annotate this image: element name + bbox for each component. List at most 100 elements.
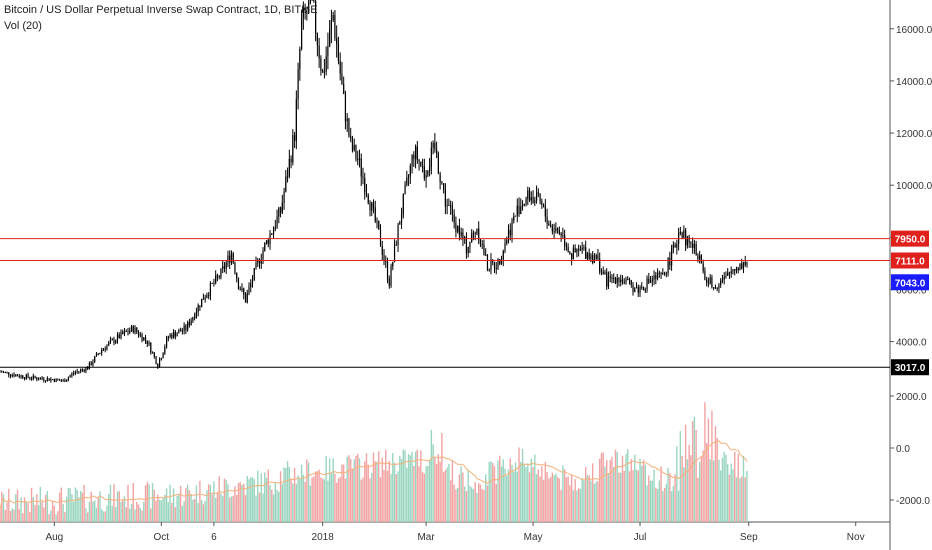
volume-bar xyxy=(577,488,580,522)
volume-bar xyxy=(155,500,157,522)
volume-bar xyxy=(541,466,543,522)
candle-body xyxy=(2,371,5,373)
volume-bar xyxy=(535,474,538,522)
candle-body xyxy=(292,135,294,163)
volume-bar xyxy=(255,495,257,522)
volume-bar xyxy=(562,465,564,522)
candle-body xyxy=(73,373,75,375)
volume-bar xyxy=(342,464,345,522)
candle-body xyxy=(290,158,292,163)
volume-bar xyxy=(200,499,203,522)
candle-body xyxy=(564,234,566,245)
volume-bar xyxy=(418,466,420,522)
volume-bar xyxy=(493,466,496,522)
candle-body xyxy=(327,46,329,57)
candle-body xyxy=(304,7,306,13)
volume-bar xyxy=(734,451,736,522)
candle-body xyxy=(302,7,304,18)
candle-body xyxy=(578,248,580,251)
candle-body xyxy=(164,347,166,354)
candle-body xyxy=(316,33,318,46)
volume-bar xyxy=(185,487,187,522)
volume-bar xyxy=(60,487,63,522)
volume-bar xyxy=(700,456,703,522)
volume-bar xyxy=(337,478,340,522)
volume-bar xyxy=(591,463,594,522)
volume-bar xyxy=(681,455,683,522)
volume-bar xyxy=(742,455,745,522)
candle-body xyxy=(87,367,89,370)
volume-bar xyxy=(670,491,673,522)
volume-tick-label: 2000.0 xyxy=(896,392,927,403)
volume-bar xyxy=(150,508,152,522)
candle-body xyxy=(511,220,513,236)
volume-bar xyxy=(307,462,310,522)
volume-bar xyxy=(285,468,287,522)
volume-bar xyxy=(684,424,687,522)
candle-body xyxy=(371,202,373,211)
volume-bar xyxy=(225,480,227,522)
volume-bar xyxy=(299,478,301,522)
candle-body xyxy=(271,233,273,235)
candle-body xyxy=(535,192,538,201)
candle-body xyxy=(78,371,80,373)
volume-bar xyxy=(34,505,36,522)
volume-bar xyxy=(428,460,431,522)
candle-body xyxy=(621,279,624,283)
volume-bar xyxy=(25,501,28,522)
candle-body xyxy=(646,278,648,290)
volume-bar xyxy=(64,512,66,522)
candle-body xyxy=(176,333,178,337)
volume-bar xyxy=(169,484,171,522)
candle-body xyxy=(567,247,569,253)
volume-bar xyxy=(86,512,89,522)
volume-bar xyxy=(209,484,212,522)
candle-body xyxy=(30,378,33,380)
candle-body xyxy=(220,268,222,278)
candle-body xyxy=(483,244,485,256)
candle-body xyxy=(404,185,406,195)
volume-bar xyxy=(181,505,184,522)
volume-bar xyxy=(635,469,638,522)
volume-bar xyxy=(444,470,447,522)
volume-bar xyxy=(297,475,299,522)
volume-bar xyxy=(27,503,29,522)
candle-body xyxy=(253,268,255,281)
candle-body xyxy=(499,259,501,264)
volume-bar xyxy=(442,472,445,522)
candle-body xyxy=(43,378,45,381)
candle-body xyxy=(436,149,438,154)
volume-bar xyxy=(125,507,127,522)
volume-bar xyxy=(525,467,527,522)
volume-bar xyxy=(221,496,224,522)
candle-body xyxy=(27,374,29,378)
volume-bar xyxy=(229,497,231,522)
candle-body xyxy=(385,260,387,263)
candle-body xyxy=(206,295,208,298)
volume-bar xyxy=(72,501,75,522)
candle-body xyxy=(613,277,615,279)
volume-bar xyxy=(13,509,15,522)
volume-bar xyxy=(141,510,143,522)
candle-body xyxy=(565,244,567,248)
volume-bar xyxy=(292,483,294,522)
candle-body xyxy=(355,144,357,159)
candle-body xyxy=(104,348,106,350)
candle-body xyxy=(593,259,596,263)
candle-body xyxy=(272,228,275,234)
volume-bar xyxy=(164,494,166,522)
volume-bar xyxy=(211,494,213,522)
volume-bar xyxy=(497,460,499,522)
volume-bar xyxy=(502,459,504,522)
candle-body xyxy=(534,200,536,203)
volume-bar xyxy=(122,500,124,522)
volume-bar xyxy=(20,497,22,522)
candle-body xyxy=(6,371,8,373)
candle-body xyxy=(120,331,122,339)
volume-bar xyxy=(199,480,201,522)
candle-body xyxy=(599,258,601,272)
volume-bar xyxy=(579,488,582,522)
candle-body xyxy=(44,380,47,382)
volume-bar xyxy=(386,470,389,522)
